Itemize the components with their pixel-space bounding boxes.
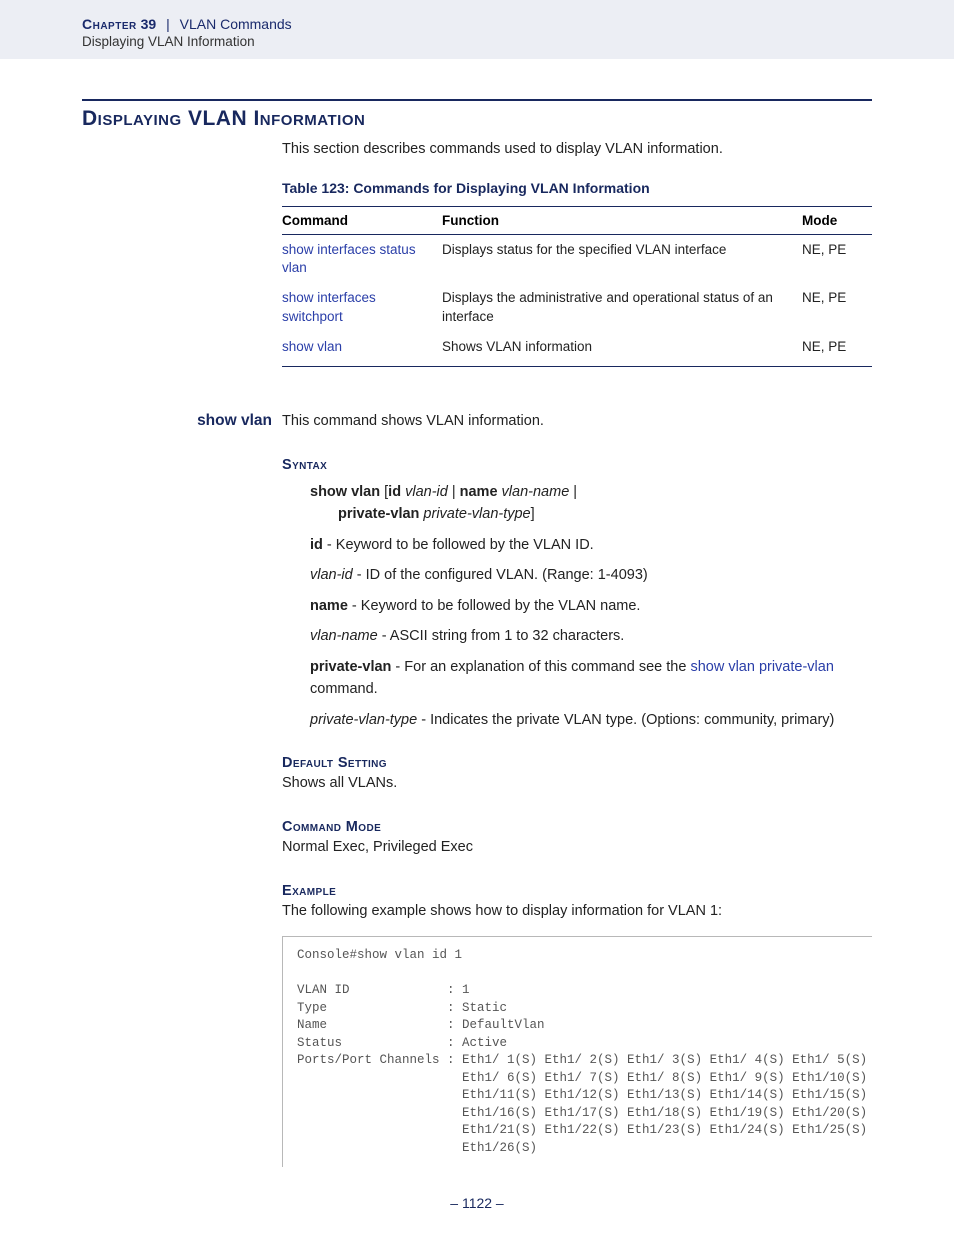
param-desc: - ASCII string from 1 to 32 characters.	[378, 628, 625, 644]
param-kw: private-vlan	[310, 659, 391, 675]
param-privatevlan: private-vlan - For an explanation of thi…	[310, 656, 872, 701]
cross-ref-link[interactable]: show vlan private-vlan	[690, 659, 833, 675]
syntax-text: |	[569, 484, 577, 500]
syntax-block: show vlan [id vlan-id | name vlan-name |…	[310, 481, 872, 731]
default-heading: Default Setting	[282, 755, 872, 771]
param-pvtype: private-vlan-type - Indicates the privat…	[310, 709, 872, 731]
syntax-arg: vlan-name	[498, 484, 570, 500]
command-link[interactable]: show interfaces switchport	[282, 290, 376, 323]
table-row: show vlan Shows VLAN information NE, PE	[282, 332, 872, 367]
syntax-arg: private-vlan-type	[419, 506, 530, 522]
command-description: This command shows VLAN information.	[282, 411, 872, 433]
command-link[interactable]: show vlan	[282, 339, 342, 354]
page-header: Chapter 39 | VLAN Commands Displaying VL…	[0, 0, 954, 59]
mode-text: Normal Exec, Privileged Exec	[282, 837, 872, 859]
mode-heading: Command Mode	[282, 819, 872, 835]
example-code: Console#show vlan id 1 VLAN ID : 1 Type …	[297, 947, 864, 1157]
col-header-command: Command	[282, 207, 442, 235]
chapter-label: Chapter	[82, 16, 137, 32]
syntax-arg: vlan-id	[401, 484, 448, 500]
param-desc: - Indicates the private VLAN type. (Opti…	[417, 712, 834, 728]
command-name: show vlan	[82, 412, 282, 430]
mode-cell: NE, PE	[802, 235, 872, 284]
example-intro: The following example shows how to displ…	[282, 901, 872, 923]
syntax-kw: show vlan	[310, 484, 380, 500]
param-desc: - ID of the configured VLAN. (Range: 1-4…	[353, 567, 648, 583]
param-desc: - Keyword to be followed by the VLAN ID.	[323, 537, 594, 553]
table-caption: Table 123: Commands for Displaying VLAN …	[282, 180, 872, 196]
header-line-1: Chapter 39 | VLAN Commands	[82, 16, 872, 32]
table-row: show interfaces status vlan Displays sta…	[282, 235, 872, 284]
param-id: id - Keyword to be followed by the VLAN …	[310, 534, 872, 556]
header-subtitle: Displaying VLAN Information	[82, 34, 872, 49]
chapter-number: 39	[141, 16, 157, 32]
mode-cell: NE, PE	[802, 283, 872, 331]
param-arg: vlan-name	[310, 628, 378, 644]
param-desc: command.	[310, 681, 378, 697]
function-cell: Displays status for the specified VLAN i…	[442, 235, 802, 284]
section-intro: This section describes commands used to …	[282, 139, 872, 160]
param-name: name - Keyword to be followed by the VLA…	[310, 595, 872, 617]
syntax-text: [	[380, 484, 388, 500]
section-title: Displaying VLAN Information	[82, 107, 872, 131]
example-heading: Example	[282, 883, 872, 899]
param-vlanid: vlan-id - ID of the configured VLAN. (Ra…	[310, 564, 872, 586]
default-text: Shows all VLANs.	[282, 773, 872, 795]
col-header-function: Function	[442, 207, 802, 235]
param-arg: vlan-id	[310, 567, 353, 583]
page-number: – 1122 –	[82, 1195, 872, 1211]
param-kw: name	[310, 598, 348, 614]
mode-cell: NE, PE	[802, 332, 872, 367]
param-arg: private-vlan-type	[310, 712, 417, 728]
syntax-line: show vlan [id vlan-id | name vlan-name |…	[310, 481, 872, 526]
syntax-kw: name	[460, 484, 498, 500]
param-desc: - For an explanation of this command see…	[391, 659, 690, 675]
header-separator: |	[166, 16, 170, 32]
syntax-text: |	[448, 484, 460, 500]
table-row: show interfaces switchport Displays the …	[282, 283, 872, 331]
syntax-kw: id	[388, 484, 401, 500]
param-desc: - Keyword to be followed by the VLAN nam…	[348, 598, 641, 614]
syntax-kw: private-vlan	[338, 506, 419, 522]
chapter-title: VLAN Commands	[180, 16, 292, 32]
function-cell: Displays the administrative and operatio…	[442, 283, 802, 331]
syntax-heading: Syntax	[282, 457, 872, 473]
param-kw: id	[310, 537, 323, 553]
commands-table: Command Function Mode show interfaces st…	[282, 206, 872, 367]
param-vlanname: vlan-name - ASCII string from 1 to 32 ch…	[310, 625, 872, 647]
section-rule	[82, 99, 872, 101]
table-header-row: Command Function Mode	[282, 207, 872, 235]
example-code-box: Console#show vlan id 1 VLAN ID : 1 Type …	[282, 936, 872, 1167]
col-header-mode: Mode	[802, 207, 872, 235]
syntax-text: ]	[531, 506, 535, 522]
function-cell: Shows VLAN information	[442, 332, 802, 367]
command-link[interactable]: show interfaces status vlan	[282, 242, 416, 275]
